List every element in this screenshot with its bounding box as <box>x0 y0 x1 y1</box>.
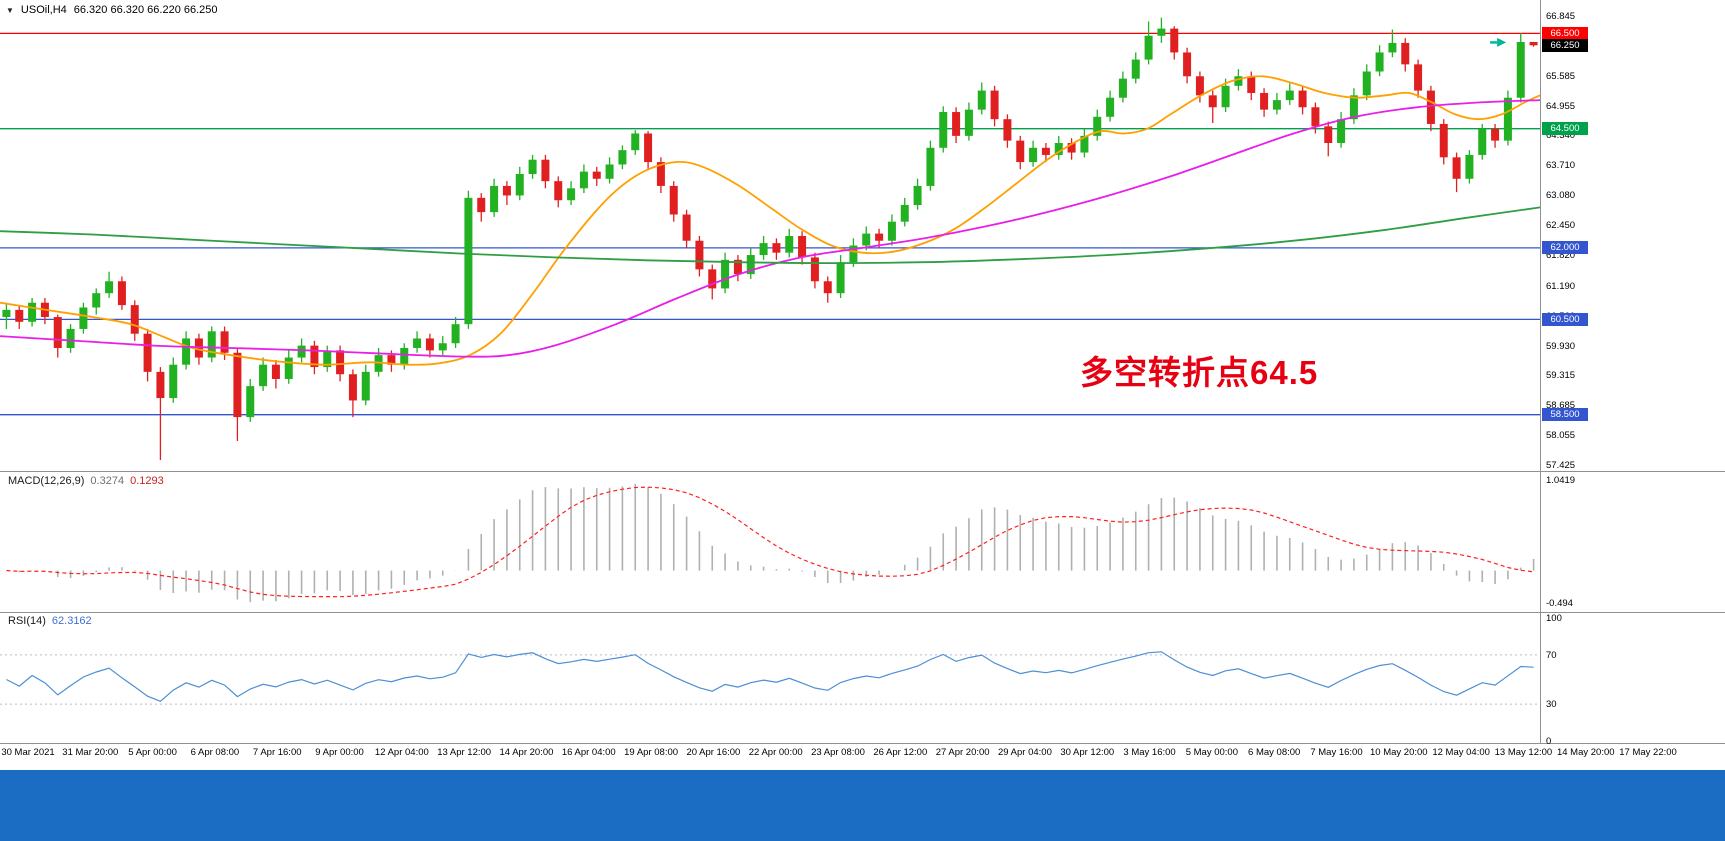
time-axis-label: 6 May 08:00 <box>1248 747 1301 758</box>
macd-value-signal: 0.1293 <box>130 475 164 487</box>
time-axis-label: 30 Mar 2021 <box>1 747 55 758</box>
trade-arrow-marker <box>1490 37 1507 47</box>
price-axis-badge: 60.500 <box>1542 312 1588 326</box>
macd-axis-label: 1.0419 <box>1546 475 1576 486</box>
price-axis-badge: 62.000 <box>1542 241 1588 255</box>
price-axis-badge: 66.250 <box>1542 38 1588 52</box>
time-axis-label: 16 Apr 04:00 <box>561 747 616 758</box>
time-axis-label: 30 Apr 12:00 <box>1060 747 1115 758</box>
price-axis-label: 57.425 <box>1546 459 1576 471</box>
footer-bar <box>0 770 1725 841</box>
price-chart-canvas[interactable] <box>0 0 1725 746</box>
chart-title: ▼ USOil,H4 66.320 66.320 66.220 66.250 <box>6 4 218 16</box>
price-axis-badge: 58.500 <box>1542 408 1588 422</box>
price-axis-label: 64.955 <box>1546 101 1576 113</box>
time-axis-label: 3 May 16:00 <box>1123 747 1176 758</box>
time-axis-label: 7 Apr 16:00 <box>252 747 302 758</box>
price-axis-label: 65.585 <box>1546 70 1576 82</box>
time-axis-label: 17 May 22:00 <box>1619 747 1677 758</box>
time-axis-label: 10 May 20:00 <box>1370 747 1428 758</box>
price-axis-badge: 64.500 <box>1542 122 1588 136</box>
time-axis-label: 20 Apr 16:00 <box>686 747 741 758</box>
candles-layer <box>2 17 1538 461</box>
rsi-indicator-label: RSI(14) 62.3162 <box>8 615 92 627</box>
time-axis[interactable]: 30 Mar 2021 31 Mar 20:00 5 Apr 00:00 6 Apr … <box>0 747 1725 763</box>
price-axis-label: 63.080 <box>1546 190 1576 202</box>
time-axis-label: 31 Mar 20:00 <box>62 747 119 758</box>
time-axis-label: 23 Apr 08:00 <box>811 747 865 758</box>
price-axis-label: 59.315 <box>1546 369 1576 381</box>
chart-annotation-text: 多空转折点64.5 <box>1080 354 1319 391</box>
chart-collapse-icon[interactable]: ▼ <box>6 5 14 15</box>
time-axis-label: 19 Apr 08:00 <box>624 747 679 758</box>
price-axis-label: 64.340 <box>1546 130 1576 142</box>
rsi-axis-label: 70 <box>1546 649 1557 661</box>
time-axis-label: 14 May 20:00 <box>1556 747 1615 758</box>
rsi-axis-label: 100 <box>1546 613 1562 624</box>
moving-averages-layer <box>0 75 1541 366</box>
rsi-label-text: RSI(14) <box>8 615 46 627</box>
chart-ohlc-values: 66.320 66.320 66.220 66.250 <box>73 4 218 16</box>
time-axis-label: 5 May 00:00 <box>1185 747 1239 758</box>
time-axis-label: 13 May 12:00 <box>1494 747 1553 758</box>
time-axis-label: 9 Apr 00:00 <box>315 747 364 758</box>
time-axis-label: 27 Apr 20:00 <box>935 747 990 758</box>
time-axis-label: 22 Apr 00:00 <box>748 747 803 758</box>
time-axis-label: 29 Apr 04:00 <box>998 747 1052 758</box>
horizontal-levels-layer <box>0 32 1540 416</box>
time-axis-label: 7 May 16:00 <box>1310 747 1363 758</box>
time-axis-label: 14 Apr 20:00 <box>499 747 554 758</box>
price-axis-label: 58.055 <box>1546 429 1576 441</box>
price-axis-label: 61.820 <box>1546 250 1576 262</box>
price-axis-label: 61.190 <box>1546 280 1576 292</box>
time-axis-label: 26 Apr 12:00 <box>873 747 928 758</box>
macd-panel-layer <box>6 483 1535 603</box>
macd-value-main: 0.3274 <box>90 475 125 487</box>
macd-indicator-label: MACD(12,26,9) 0.3274 0.1293 <box>8 475 164 487</box>
panel-separators <box>0 0 1725 744</box>
macd-axis-label: -0.494 <box>1546 598 1573 609</box>
time-axis-label: 13 Apr 12:00 <box>437 747 492 758</box>
price-axis-label: 66.845 <box>1546 10 1576 22</box>
price-axis-label: 58.685 <box>1546 399 1576 411</box>
price-axis-label: 59.930 <box>1546 340 1576 352</box>
price-axis-badge: 66.500 <box>1542 26 1588 40</box>
rsi-axis-label: 30 <box>1546 699 1557 711</box>
price-axis-label: 63.710 <box>1546 160 1576 172</box>
rsi-axis-label: 0 <box>1546 736 1552 747</box>
rsi-value: 62.3162 <box>51 615 92 627</box>
time-axis-label: 12 Apr 04:00 <box>374 747 429 758</box>
time-axis-label: 6 Apr 08:00 <box>190 747 240 758</box>
price-axis-label: 62.450 <box>1546 220 1576 232</box>
macd-label-text: MACD(12,26,9) <box>8 475 85 487</box>
time-axis-label: 5 Apr 00:00 <box>128 747 177 758</box>
time-axis-label: 12 May 04:00 <box>1432 747 1490 758</box>
chart-symbol-period: USOil,H4 <box>20 4 67 16</box>
rsi-panel-layer <box>0 651 1540 705</box>
